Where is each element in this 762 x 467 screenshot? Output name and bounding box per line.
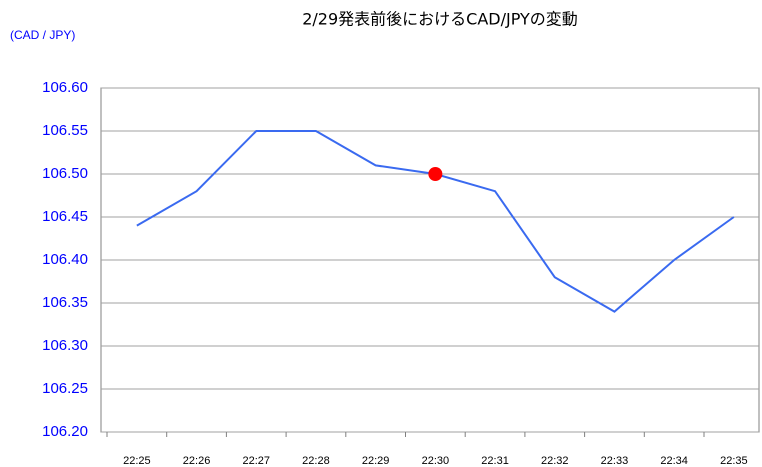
x-tick-label: 22:25 [123,455,151,467]
x-tick-label: 22:29 [362,455,390,467]
x-tick-label: 22:31 [481,455,509,467]
x-tick-label: 22:30 [422,455,450,467]
line [136,130,735,313]
x-tick-label: 22:32 [541,455,569,467]
y-tick-label: 106.60 [42,79,88,96]
y-axis-label: (CAD / JPY) [10,28,75,42]
y-tick-label: 106.35 [42,294,88,311]
x-tick-label: 22:28 [302,455,330,467]
y-tick-label: 106.50 [42,165,88,182]
x-tick-label: 22:33 [601,455,629,467]
y-tick-label: 106.45 [42,208,88,225]
x-tick-label: 22:27 [242,455,270,467]
y-tick-label: 106.40 [42,251,88,268]
y-tick-label: 106.30 [42,337,88,354]
x-tick-label: 22:26 [183,455,211,467]
y-tick-label: 106.55 [42,122,88,139]
x-tick-label: 22:34 [660,455,688,467]
x-tick-label: 22:35 [720,455,748,467]
y-tick-label: 106.25 [42,380,88,397]
highlight-marker [428,167,443,181]
y-tick-label: 106.20 [42,423,88,440]
chart-title: 2/29発表前後におけるCAD/JPYの変動 [302,10,578,29]
